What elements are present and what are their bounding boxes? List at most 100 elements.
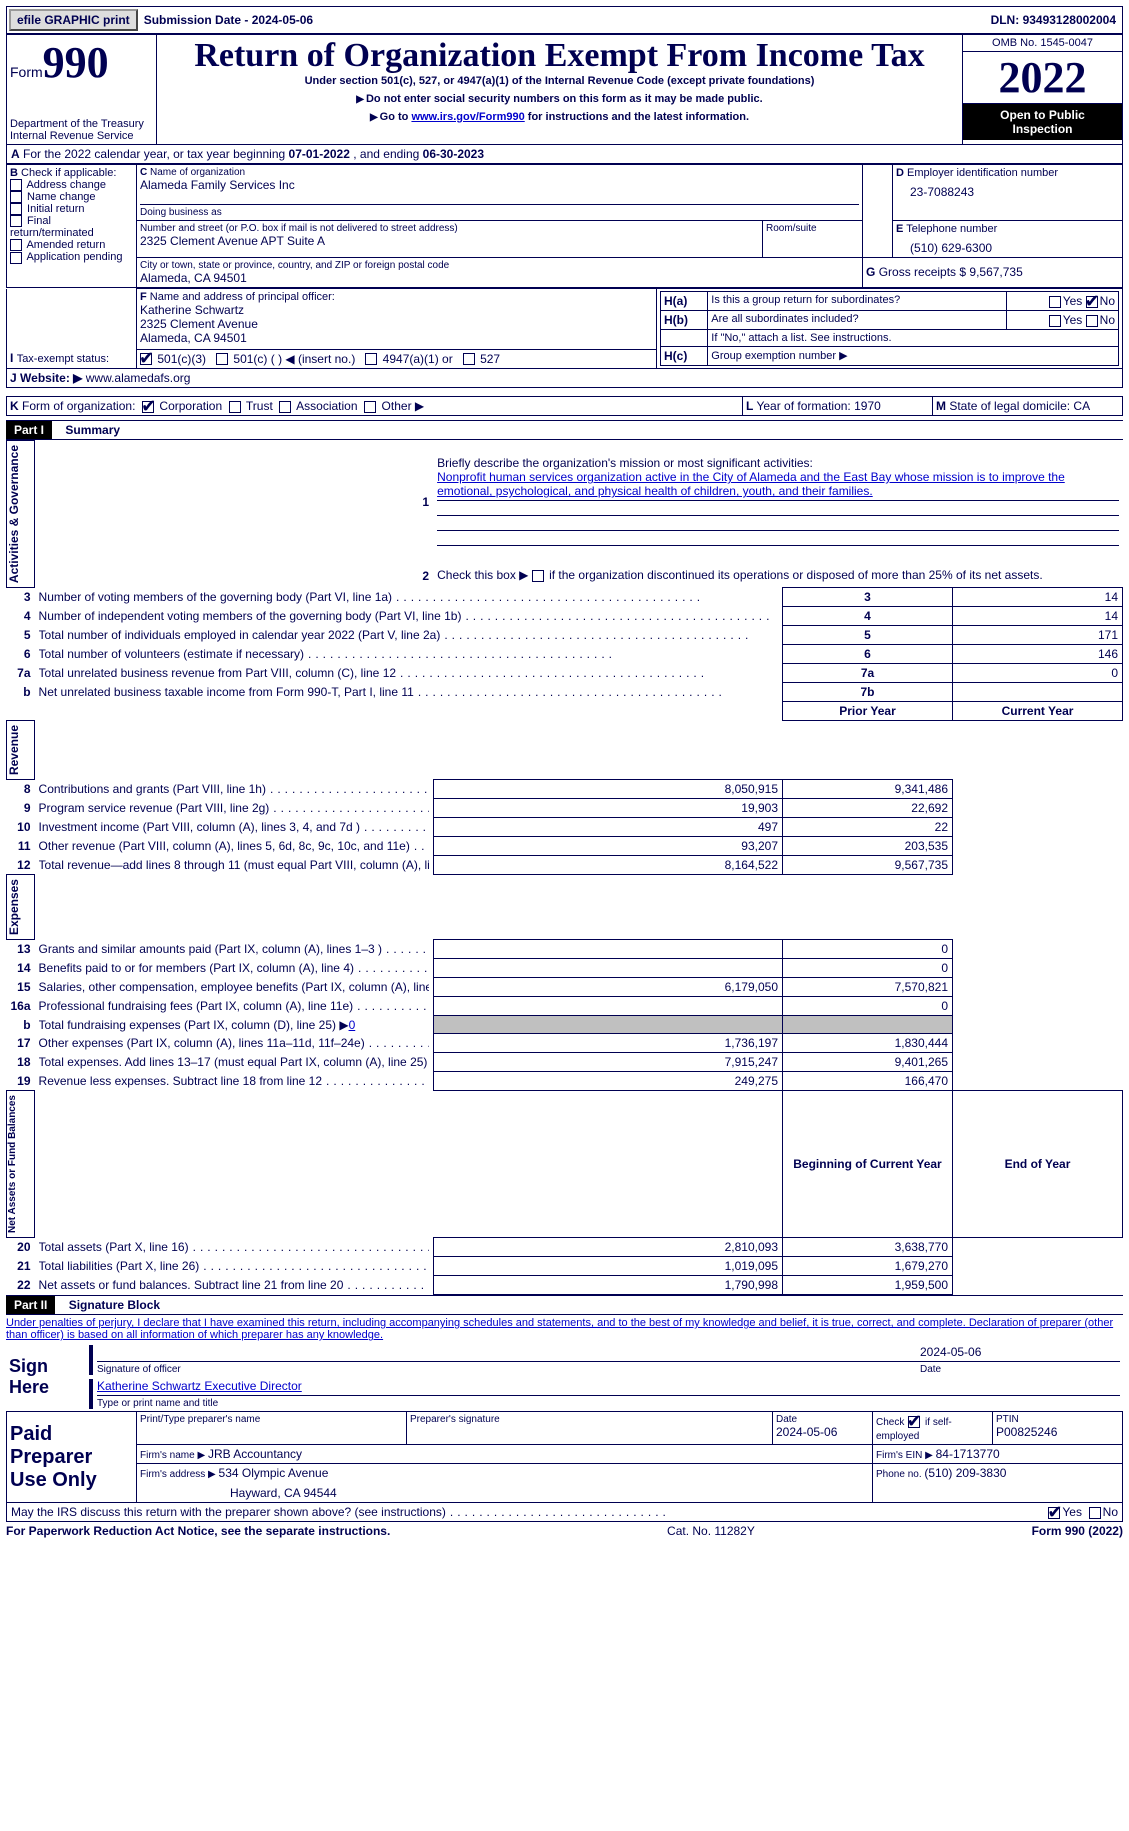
prep-date-label: Date xyxy=(776,1414,869,1425)
dln: DLN: 93493128002004 xyxy=(991,13,1120,27)
ha-no-checkbox[interactable] xyxy=(1086,296,1098,308)
hb-no-checkbox[interactable] xyxy=(1086,315,1098,327)
501c3-checkbox[interactable] xyxy=(140,353,152,365)
firm-ein: 84-1713770 xyxy=(936,1447,1000,1461)
prep-date: 2024-05-06 xyxy=(776,1425,869,1439)
trust-checkbox[interactable] xyxy=(229,401,241,413)
may-discuss-row: May the IRS discuss this return with the… xyxy=(6,1503,1123,1522)
firm-addr1: 534 Olympic Avenue xyxy=(219,1466,329,1480)
side-expenses: Expenses xyxy=(7,875,21,939)
ptin: P00825246 xyxy=(996,1425,1119,1439)
hb-yes-checkbox[interactable] xyxy=(1049,315,1061,327)
form-subtitle: Under section 501(c), 527, or 4947(a)(1)… xyxy=(160,75,959,87)
firm-name: JRB Accountancy xyxy=(208,1447,302,1461)
omb-number: OMB No. 1545-0047 xyxy=(963,35,1122,52)
firm-ein-label: Firm's EIN ▶ xyxy=(876,1450,936,1461)
signature-table: Sign Here 2024-05-06 Signature of office… xyxy=(6,1343,1123,1411)
org-name-label: Name of organization xyxy=(150,167,245,178)
city-label: City or town, state or province, country… xyxy=(140,260,859,271)
firm-phone: (510) 209-3830 xyxy=(924,1466,1006,1480)
discuss-no-checkbox[interactable] xyxy=(1089,1507,1101,1519)
self-employed-checkbox[interactable] xyxy=(908,1416,920,1428)
note-goto: Go to www.irs.gov/Form990 for instructio… xyxy=(160,111,959,123)
check-applicable-label: Check if applicable: xyxy=(21,167,116,179)
tax-exempt-label: Tax-exempt status: xyxy=(17,353,109,365)
side-activities: Activities & Governance xyxy=(7,441,21,587)
part1-header: Part I Summary xyxy=(6,420,1123,440)
h-b-label: Are all subordinates included? xyxy=(708,311,1007,330)
ein: 23-7088243 xyxy=(896,179,1119,199)
col-prior: Prior Year xyxy=(783,702,953,721)
sig-date: 2024-05-06 xyxy=(920,1345,1120,1359)
website-label: Website: ▶ xyxy=(20,371,82,385)
other-checkbox[interactable] xyxy=(364,401,376,413)
efile-print-button[interactable]: efile GRAPHIC print xyxy=(9,9,138,31)
tax-year: 2022 xyxy=(963,52,1122,104)
open-to-public: Open to PublicInspection xyxy=(963,104,1122,140)
b-opt-4-checkbox[interactable] xyxy=(10,239,22,251)
prep-sig-label: Preparer's signature xyxy=(410,1414,769,1425)
ptin-label: PTIN xyxy=(996,1414,1119,1425)
dba-label: Doing business as xyxy=(140,207,859,218)
header-table: Form990 Department of the Treasury Inter… xyxy=(6,34,1123,145)
state-domicile-label: State of legal domicile: xyxy=(949,399,1073,413)
form-title: Return of Organization Exempt From Incom… xyxy=(160,37,959,75)
identity-table: B Check if applicable: Address change Na… xyxy=(6,164,1123,288)
gross-receipts: 9,567,735 xyxy=(969,265,1022,279)
h-b-note: If "No," attach a list. See instructions… xyxy=(708,330,1119,347)
discuss-yes-checkbox[interactable] xyxy=(1048,1507,1060,1519)
firm-name-label: Firm's name ▶ xyxy=(140,1450,208,1461)
ein-label: Employer identification number xyxy=(907,167,1058,179)
col-beginning: Beginning of Current Year xyxy=(783,1091,953,1238)
city: Alameda, CA 94501 xyxy=(140,271,859,285)
501c-checkbox[interactable] xyxy=(216,353,228,365)
firm-addr-label: Firm's address ▶ xyxy=(140,1469,219,1480)
h-c-label: Group exemption number ▶ xyxy=(708,347,1119,366)
footer-left: For Paperwork Reduction Act Notice, see … xyxy=(6,1524,390,1538)
website: www.alamedafs.org xyxy=(86,371,191,385)
line2b: if the organization discontinued its ope… xyxy=(549,568,1043,582)
footer: For Paperwork Reduction Act Notice, see … xyxy=(6,1522,1123,1538)
year-formation-label: Year of formation: xyxy=(756,399,854,413)
prep-name-label: Print/Type preparer's name xyxy=(140,1414,403,1425)
assoc-checkbox[interactable] xyxy=(279,401,291,413)
phone-label: Telephone number xyxy=(906,223,997,235)
address: 2325 Clement Avenue APT Suite A xyxy=(140,234,759,248)
irs-link[interactable]: www.irs.gov/Form990 xyxy=(411,111,524,123)
part2-header: Part II Signature Block xyxy=(6,1295,1123,1315)
b-opt-0-checkbox[interactable] xyxy=(10,179,22,191)
line2-checkbox[interactable] xyxy=(532,570,544,582)
suite-label: Room/suite xyxy=(766,223,859,234)
mission-label: Briefly describe the organization's miss… xyxy=(437,456,813,470)
sig-date-label: Date xyxy=(920,1364,1120,1375)
b-opt-2-checkbox[interactable] xyxy=(10,203,22,215)
side-netassets: Net Assets or Fund Balances xyxy=(7,1091,18,1237)
sign-here-label: Sign Here xyxy=(9,1356,83,1398)
address-label: Number and street (or P.O. box if mail i… xyxy=(140,223,759,234)
corp-checkbox[interactable] xyxy=(142,401,154,413)
b-opt-1-checkbox[interactable] xyxy=(10,191,22,203)
paid-preparer-label: Paid Preparer Use Only xyxy=(10,1423,133,1492)
officer-addr1: 2325 Clement Avenue xyxy=(140,317,653,331)
b-opt-5-checkbox[interactable] xyxy=(10,252,22,264)
gross-receipts-label: Gross receipts $ xyxy=(879,265,970,279)
sig-officer-label: Signature of officer xyxy=(97,1364,920,1375)
top-bar: efile GRAPHIC print Submission Date - 20… xyxy=(6,6,1123,34)
declaration: Under penalties of perjury, I declare th… xyxy=(6,1315,1123,1343)
firm-addr2: Hayward, CA 94544 xyxy=(140,1480,869,1500)
ha-yes-checkbox[interactable] xyxy=(1049,296,1061,308)
officer-label: Name and address of principal officer: xyxy=(150,291,335,303)
mission-text: Nonprofit human services organization ac… xyxy=(437,470,1065,498)
officer-addr2: Alameda, CA 94501 xyxy=(140,331,653,345)
4947-checkbox[interactable] xyxy=(365,353,377,365)
side-revenue: Revenue xyxy=(7,721,21,779)
phone: (510) 629-6300 xyxy=(896,235,1119,255)
b-opt-3-checkbox[interactable] xyxy=(10,215,22,227)
527-checkbox[interactable] xyxy=(463,353,475,365)
h-a-label: Is this a group return for subordinates? xyxy=(708,292,1007,311)
submission-date: Submission Date - 2024-05-06 xyxy=(144,13,313,27)
note-ssn: Do not enter social security numbers on … xyxy=(160,93,959,105)
officer-print: Katherine Schwartz Executive Director xyxy=(97,1379,1120,1393)
firm-phone-label: Phone no. xyxy=(876,1469,924,1480)
state-domicile: CA xyxy=(1073,399,1090,413)
